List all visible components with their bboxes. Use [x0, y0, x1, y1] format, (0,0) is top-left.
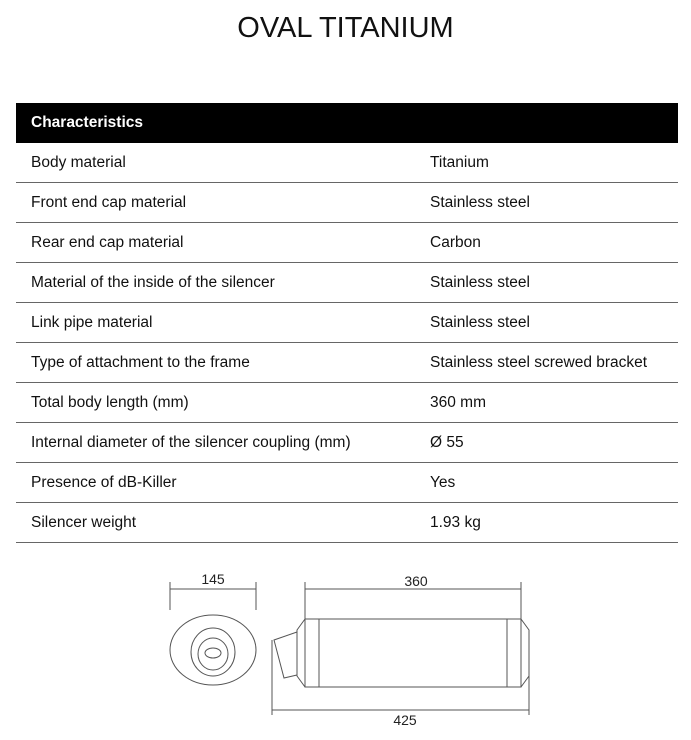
table-header: Characteristics — [16, 103, 678, 143]
table-row: Total body length (mm) 360 mm — [16, 382, 678, 423]
row-label: Total body length (mm) — [16, 382, 430, 423]
row-value: Stainless steel — [430, 302, 678, 343]
row-value: 1.93 kg — [430, 502, 678, 543]
width-dimension: 145 — [201, 571, 225, 587]
characteristics-table: Characteristics Body material Titanium Fro… — [16, 103, 678, 543]
total-length-dimension: 425 — [393, 712, 417, 728]
side-view — [271, 582, 530, 715]
row-value: Stainless steel screwed bracket — [430, 342, 678, 383]
table-row: Type of attachment to the frame Stainless… — [16, 342, 678, 383]
row-label: Body material — [16, 143, 430, 183]
row-label: Internal diameter of the silencer coupli… — [16, 422, 430, 463]
row-value: 360 mm — [430, 382, 678, 423]
row-label: Presence of dB-Killer — [16, 462, 430, 503]
row-value: Stainless steel — [430, 182, 678, 223]
table-row: Material of the inside of the silencer St… — [16, 262, 678, 303]
end-view — [169, 582, 257, 686]
table-row: Front end cap material Stainless steel — [16, 182, 678, 223]
row-label: Material of the inside of the silencer — [16, 262, 430, 303]
row-label: Link pipe material — [16, 302, 430, 343]
page-title: OVAL TITANIUM — [237, 12, 454, 44]
table-row: Body material Titanium — [16, 143, 678, 183]
row-label: Front end cap material — [16, 182, 430, 223]
row-label: Type of attachment to the frame — [16, 342, 430, 383]
row-value: Titanium — [430, 143, 678, 183]
table-row: Silencer weight 1.93 kg — [16, 502, 678, 543]
row-value: Ø 55 — [430, 422, 678, 463]
table-row: Internal diameter of the silencer coupli… — [16, 422, 678, 463]
row-value: Stainless steel — [430, 262, 678, 303]
table-row: Presence of dB-Killer Yes — [16, 462, 678, 503]
row-value: Yes — [430, 462, 678, 503]
body-length-dimension: 360 — [404, 573, 428, 589]
silencer-drawing: 145 360 425 — [169, 571, 530, 728]
row-value: Carbon — [430, 222, 678, 263]
row-label: Silencer weight — [16, 502, 430, 543]
row-label: Rear end cap material — [16, 222, 430, 263]
table-row: Link pipe material Stainless steel — [16, 302, 678, 343]
table-row: Rear end cap material Carbon — [16, 222, 678, 263]
